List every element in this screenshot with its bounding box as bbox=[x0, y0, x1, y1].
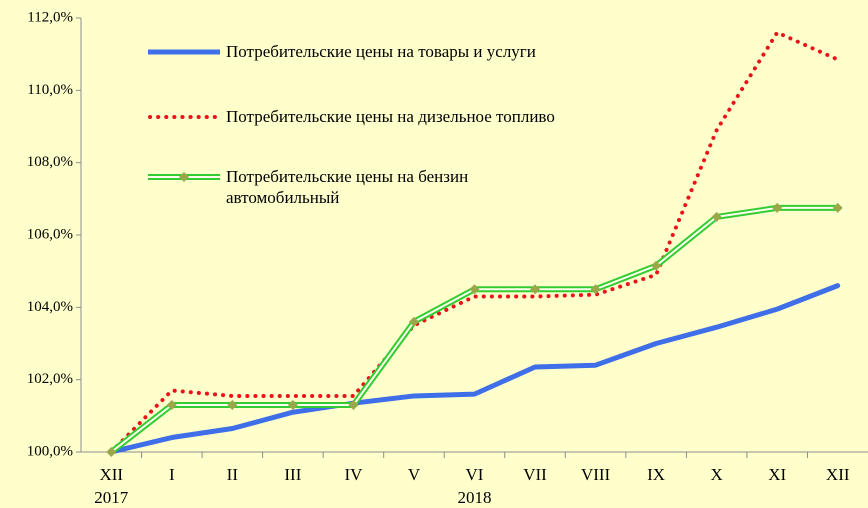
y-tick-label: 112,0% bbox=[27, 9, 73, 25]
series-marker bbox=[832, 202, 843, 213]
series-marker bbox=[287, 399, 298, 410]
year-label: 2018 bbox=[458, 488, 492, 507]
series-marker bbox=[711, 211, 722, 222]
series-marker bbox=[469, 284, 480, 295]
series-marker bbox=[348, 399, 359, 410]
x-tick-label: VII bbox=[523, 465, 547, 484]
x-tick-label: III bbox=[284, 465, 301, 484]
x-tick-label: VIII bbox=[581, 465, 611, 484]
y-tick-label: 108,0% bbox=[27, 154, 73, 170]
x-tick-label: XII bbox=[99, 465, 123, 484]
y-tick-label: 100,0% bbox=[27, 443, 73, 459]
y-tick-label: 102,0% bbox=[27, 371, 73, 387]
series-marker bbox=[590, 284, 601, 295]
x-tick-label: V bbox=[408, 465, 421, 484]
x-tick-label: XI bbox=[768, 465, 786, 484]
series-marker bbox=[530, 284, 541, 295]
x-tick-label: IV bbox=[344, 465, 363, 484]
series-marker bbox=[408, 316, 419, 327]
series-marker bbox=[227, 399, 238, 410]
series-line bbox=[108, 283, 841, 455]
y-tick-label: 106,0% bbox=[27, 226, 73, 242]
x-tick-label: VI bbox=[466, 465, 484, 484]
x-tick-label: I bbox=[169, 465, 175, 484]
series-marker bbox=[106, 447, 117, 457]
x-tick-label: X bbox=[711, 465, 723, 484]
legend-label: Потребительские цены на товары и услуги bbox=[226, 42, 536, 61]
y-tick-label: 104,0% bbox=[27, 299, 73, 315]
year-label: 2017 bbox=[94, 488, 129, 507]
series-marker bbox=[651, 260, 662, 271]
legend-label: Потребительские цены на дизельное топлив… bbox=[226, 107, 555, 126]
x-tick-label: II bbox=[227, 465, 239, 484]
x-tick-label: XII bbox=[826, 465, 850, 484]
series-line bbox=[109, 204, 838, 455]
series-line bbox=[109, 29, 840, 454]
legend-label: Потребительские цены на бензин автомобил… bbox=[226, 167, 469, 207]
series-marker bbox=[166, 399, 177, 410]
legend-marker bbox=[179, 172, 189, 182]
series-line-inner bbox=[110, 206, 838, 453]
y-tick-label: 110,0% bbox=[27, 82, 73, 98]
x-tick-label: IX bbox=[647, 465, 665, 484]
series-marker bbox=[772, 202, 783, 213]
